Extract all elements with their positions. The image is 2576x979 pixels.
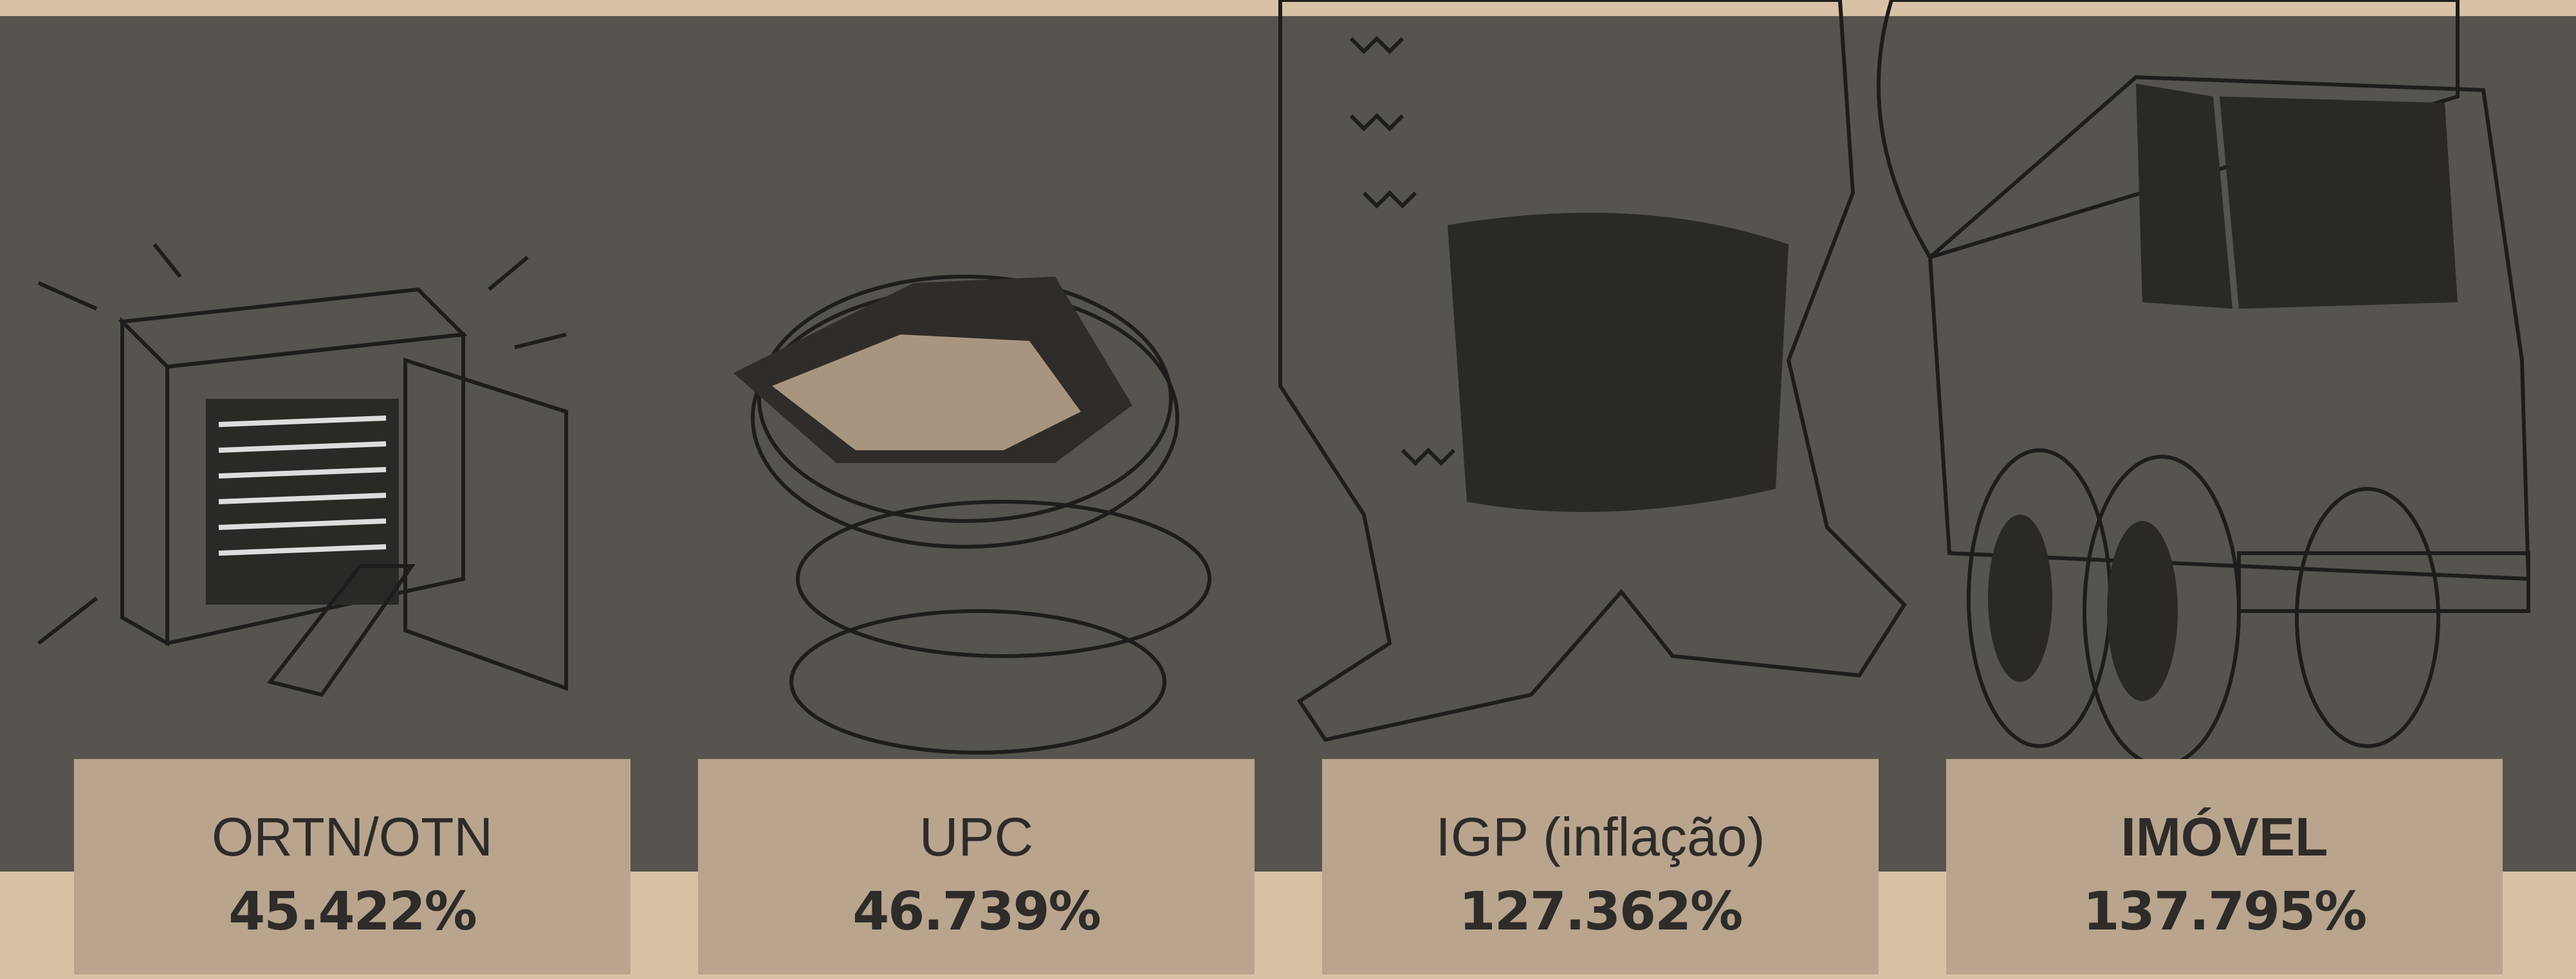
infographic: ORTN/OTN 45.422% UPC 46.739% IGP (inflação) 1…	[0, 0, 2576, 979]
item-value: 137.795%	[2083, 881, 2366, 942]
page: {"items": [ {"label": "ORTN/OTN", "value…	[0, 0, 2576, 979]
item-label: UPC	[919, 807, 1033, 867]
item-label: IMÓVEL	[2121, 807, 2328, 867]
item-label: IGP (inflação)	[1436, 807, 1765, 867]
item-value: 127.362%	[1459, 881, 1742, 942]
item-value: 46.739%	[852, 881, 1100, 942]
item-value: 45.422%	[228, 881, 476, 942]
item-label: ORTN/OTN	[212, 807, 493, 867]
